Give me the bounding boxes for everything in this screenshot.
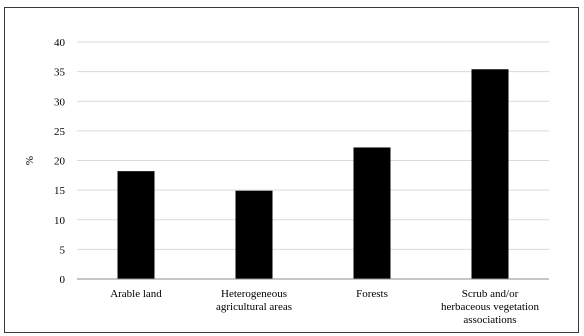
y-tick-label: 15 bbox=[54, 185, 66, 197]
x-category-label: Heterogeneous agricultural areas bbox=[216, 288, 292, 313]
bar bbox=[471, 69, 509, 279]
y-tick-labels: 0 5 10 15 20 25 30 35 40 bbox=[54, 37, 66, 286]
y-tick-label: 10 bbox=[54, 215, 66, 227]
bar bbox=[353, 147, 391, 279]
x-category-label: Forests bbox=[356, 288, 388, 300]
x-category-label: Scrub and/or herbaceous vegetation associa… bbox=[441, 288, 540, 326]
y-tick-label: 30 bbox=[54, 96, 66, 108]
x-category-labels: Arable land Heterogeneous agricultural are… bbox=[110, 288, 539, 326]
gridlines bbox=[77, 41, 549, 250]
y-tick-label: 40 bbox=[54, 37, 66, 49]
bars bbox=[117, 69, 509, 279]
bar bbox=[117, 171, 155, 279]
y-tick-label: 35 bbox=[54, 67, 66, 79]
y-tick-label: 25 bbox=[54, 126, 66, 138]
x-category-label: Arable land bbox=[110, 288, 162, 300]
y-tick-label: 5 bbox=[60, 244, 66, 256]
y-axis-title: % bbox=[24, 156, 36, 165]
bar bbox=[235, 190, 273, 279]
y-tick-label: 0 bbox=[60, 274, 66, 286]
y-tick-label: 20 bbox=[54, 156, 66, 168]
